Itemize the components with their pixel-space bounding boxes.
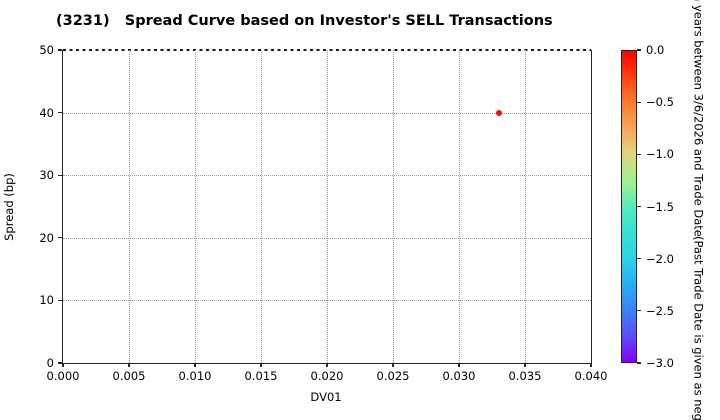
colorbar-tick-label: −1.0 bbox=[646, 147, 674, 162]
x-gridline bbox=[459, 50, 460, 363]
y-gridline bbox=[63, 112, 591, 114]
colorbar-tick-mark bbox=[637, 101, 641, 103]
y-tick-label: 10 bbox=[39, 293, 54, 308]
x-gridline bbox=[393, 50, 394, 363]
colorbar-gradient bbox=[621, 50, 637, 363]
plot-area: 0.000 0.005 0.010 0.015 0.020 0.025 0.030 0.035… bbox=[39, 43, 607, 383]
chart-title: (3231) Spread Curve based on Investor's … bbox=[56, 13, 553, 29]
x-tick-mark bbox=[590, 363, 592, 367]
colorbar-tick-mark bbox=[637, 153, 641, 155]
colorbar-tick-label: 0.0 bbox=[646, 43, 665, 57]
x-tick-mark bbox=[524, 363, 526, 367]
scatter-point bbox=[495, 109, 502, 116]
plot-top-dashed-line bbox=[63, 49, 591, 51]
y-tick-label: 40 bbox=[39, 105, 54, 120]
x-gridline bbox=[525, 50, 526, 363]
y-tick-mark bbox=[58, 237, 62, 239]
y-tick-label: 0 bbox=[46, 356, 54, 370]
colorbar-tick-mark bbox=[637, 362, 641, 364]
y-tick-label: 20 bbox=[39, 230, 54, 245]
x-tick-label: 0.000 bbox=[46, 369, 80, 383]
x-tick-label: 0.010 bbox=[178, 369, 212, 383]
colorbar-tick-label: −3.0 bbox=[646, 356, 674, 370]
colorbar-tick-mark bbox=[637, 258, 641, 260]
colorbar-tick-label: −0.5 bbox=[646, 95, 674, 110]
x-gridline bbox=[129, 50, 130, 363]
colorbar-tick-label: −1.5 bbox=[646, 199, 674, 214]
colorbar-tick-mark bbox=[637, 205, 641, 208]
y-tick-label: 30 bbox=[39, 168, 54, 183]
x-tick-mark bbox=[62, 363, 64, 367]
x-tick-label: 0.005 bbox=[112, 369, 146, 383]
x-tick-label: 0.025 bbox=[376, 369, 410, 383]
x-tick-mark bbox=[326, 363, 328, 367]
y-gridline bbox=[63, 300, 591, 302]
y-tick-mark bbox=[58, 174, 62, 176]
y-tick-mark bbox=[58, 299, 62, 301]
x-gridline bbox=[327, 50, 328, 363]
x-tick-mark bbox=[260, 363, 262, 367]
x-tick-label: 0.030 bbox=[442, 369, 476, 383]
x-tick-label: 0.015 bbox=[244, 369, 278, 383]
colorbar-tick-mark bbox=[637, 310, 641, 312]
colorbar-tick-mark bbox=[637, 49, 641, 51]
y-tick-mark bbox=[58, 112, 62, 114]
x-tick-label: 0.020 bbox=[310, 369, 344, 383]
y-gridline bbox=[63, 237, 591, 239]
x-axis-label: DV01 bbox=[310, 390, 342, 404]
y-gridline bbox=[63, 175, 591, 177]
x-tick-label: 0.035 bbox=[508, 369, 542, 383]
colorbar-tick-label: −2.0 bbox=[646, 251, 674, 266]
x-tick-mark bbox=[194, 363, 196, 367]
x-tick-label: 0.040 bbox=[574, 369, 608, 383]
y-tick-mark bbox=[58, 362, 62, 364]
y-axis-label: Spread (bp) bbox=[2, 173, 16, 241]
colorbar-label-line1: Time in years between 3/6/2026 and Trade… bbox=[691, 0, 706, 237]
x-tick-mark bbox=[458, 363, 460, 367]
y-tick-label: 50 bbox=[39, 43, 54, 57]
x-gridline bbox=[261, 50, 262, 363]
x-tick-mark bbox=[128, 363, 130, 367]
x-gridline bbox=[195, 50, 196, 363]
colorbar-tick-label: −2.5 bbox=[646, 303, 674, 318]
x-tick-mark bbox=[392, 363, 394, 367]
y-tick-mark bbox=[58, 49, 62, 51]
colorbar-axis-label: Time in years between 3/6/2026 and Trade… bbox=[681, 0, 715, 420]
colorbar-label-line2: (Past Trade Date is given as negative) bbox=[691, 236, 706, 420]
